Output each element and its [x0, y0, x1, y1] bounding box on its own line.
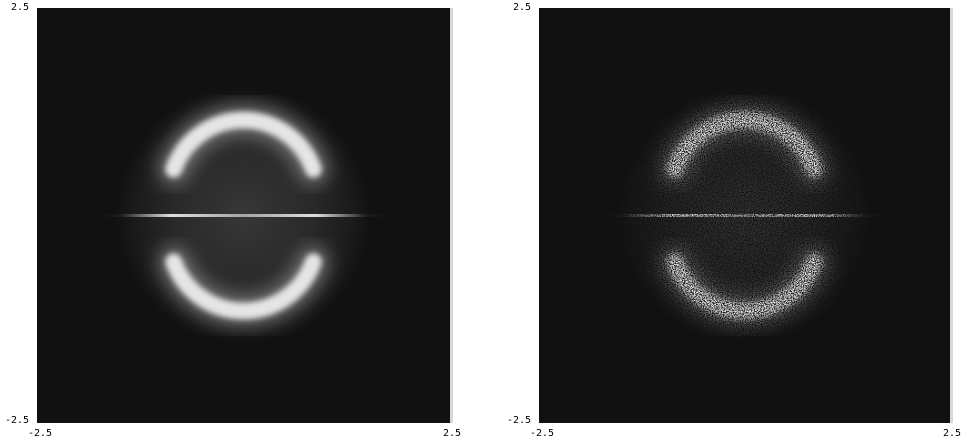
upper-arc: [666, 111, 823, 178]
right-y-tick-bottom: -2.5: [507, 415, 532, 426]
left-x-tick-right: 2.5: [443, 428, 462, 439]
right-x-tick-left: -2.5: [530, 428, 555, 439]
upper-arc: [165, 111, 322, 178]
left-heatmap: [37, 8, 450, 423]
right-plot-area: [539, 8, 950, 423]
right-y-tick-top: 2.5: [513, 2, 532, 13]
left-y-tick-top: 2.5: [11, 2, 30, 13]
right-heatmap: [539, 8, 950, 423]
horizontal-line: [98, 214, 389, 217]
lower-arc: [165, 253, 322, 320]
left-plot-edge: [450, 8, 453, 423]
left-y-tick-bottom: -2.5: [5, 415, 30, 426]
horizontal-line: [600, 214, 889, 217]
lower-arc: [666, 253, 823, 320]
right-x-tick-right: 2.5: [943, 428, 962, 439]
right-plot-edge: [950, 8, 953, 423]
left-plot-area: [37, 8, 450, 423]
left-x-tick-left: -2.5: [28, 428, 53, 439]
